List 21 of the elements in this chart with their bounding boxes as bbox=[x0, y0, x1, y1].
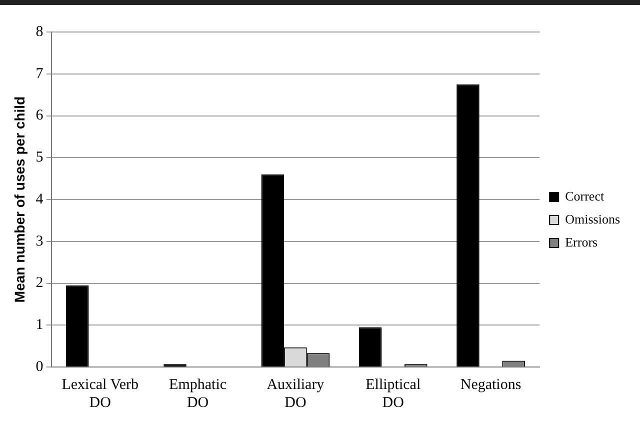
y-tick-label: 5 bbox=[36, 150, 44, 166]
y-axis-title: Mean number of uses per child bbox=[11, 96, 28, 303]
y-tick-label: 1 bbox=[36, 317, 44, 334]
legend-label: Errors bbox=[565, 234, 598, 250]
y-tick-label: 2 bbox=[36, 275, 44, 292]
legend-label: Omissions bbox=[565, 211, 620, 226]
bar bbox=[66, 285, 89, 366]
x-tick-label: Lexical Verb DO bbox=[62, 376, 139, 411]
x-tick-label: Negations bbox=[460, 376, 522, 393]
y-tick-label: 7 bbox=[36, 66, 44, 82]
y-tick-label: 4 bbox=[36, 191, 44, 208]
y-tick-label: 0 bbox=[36, 358, 44, 375]
y-tick-label: 3 bbox=[36, 233, 44, 250]
bar bbox=[358, 327, 382, 366]
x-tick-label: Elliptical DO bbox=[366, 376, 421, 411]
bar bbox=[456, 84, 480, 366]
x-tick-label: Emphatic DO bbox=[169, 376, 227, 411]
y-tick-label: 6 bbox=[36, 108, 44, 124]
y-tick-label: 8 bbox=[36, 24, 44, 40]
legend-label: Correct bbox=[565, 188, 604, 204]
x-tick-label: Auxiliary DO bbox=[266, 376, 325, 411]
